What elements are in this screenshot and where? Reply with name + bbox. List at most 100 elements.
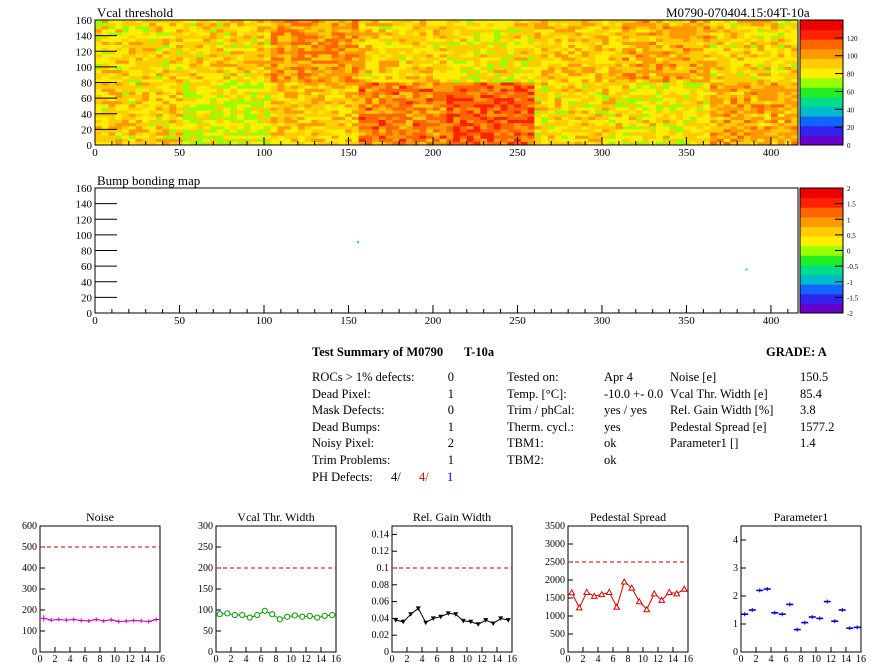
vcal-cell [250,126,258,130]
vcal-cell [514,85,522,90]
vcal-cell [365,132,373,137]
vcal-cell [189,26,197,30]
vcal-cell [581,91,589,96]
vcal-cell [500,85,508,90]
vcal-cell [318,60,326,65]
vcal-cell [642,126,650,130]
vcal-cell [101,48,109,52]
relgain-point [460,618,466,624]
vcal-cell [257,88,265,93]
vcal-cell [142,98,150,102]
vcal-cell [683,32,691,37]
vcal-cell [662,70,670,74]
vcal-cell [656,32,664,37]
vcal-cell [487,101,495,105]
vcal-cell [432,91,441,96]
bump-ytick-label: 20 [81,292,93,304]
vcal-cell [331,66,339,71]
param1-frame [740,525,862,653]
vcal-cell [122,76,130,80]
vcal-cell [95,101,103,105]
vcal-cell [318,48,326,52]
param-label: Vcal Thr. Width [e] [670,386,768,401]
vcal-cell [149,35,157,40]
vcal-cell [128,48,136,52]
vcal-cell [568,60,576,65]
vcal-cell [757,141,765,146]
vcal-cell [784,57,792,62]
vcal-cell [432,85,441,90]
vcal-cell [399,38,407,43]
vcal-cell [122,73,130,77]
vcal-cell [209,132,218,137]
vcal-cell [142,23,150,27]
vcal-cell [338,20,346,24]
vcal-cell [189,45,197,49]
vcal-cell [182,85,191,90]
vcal-cell [405,98,414,102]
vcal-cell [399,91,407,96]
vcal-cell [392,23,400,27]
vcal-cell [311,135,319,140]
vcal-cell [372,45,380,49]
vcal-cell [95,135,103,140]
vcal-cell [635,98,643,102]
vcal-cell [176,57,184,62]
vcal-cell [689,76,698,80]
vcal-cell [574,41,583,46]
vcal-cell [770,91,779,96]
vcal-cell [189,116,197,121]
vcal-cell [209,45,218,49]
vcal-cell [297,101,305,105]
vcal-cell [399,76,407,80]
vcal-cell [689,60,698,65]
vcal-cell [243,123,251,127]
vcal-cell [108,38,116,43]
vcal-cell [209,95,218,99]
vcal-cell [507,70,515,74]
vcal-cell [270,85,278,90]
vcal-cell [696,85,704,90]
vcal-cell [331,76,339,80]
vcal-cell [703,38,711,43]
vcal-cell [155,45,163,49]
vcal-cell [696,141,704,146]
vcal-cell [270,54,278,58]
vcal-cell [750,129,758,133]
vcal-cell [338,51,346,55]
vcal-cell [196,20,204,24]
vcal-cell [432,41,441,46]
vcal-cell [135,95,143,99]
vcal-cell [399,95,407,99]
vcal-cell [527,126,535,130]
vcal-cell [689,41,698,46]
vcal-colorbar-cell [800,106,843,112]
vcal-cell [277,116,285,121]
vcal-cell [676,113,684,118]
vcal-cell [547,101,556,105]
vcal-cell [385,29,393,33]
vcal-cell [243,60,251,65]
vcal-cell [750,132,758,137]
vcal-cell [730,20,738,24]
vcal-cell [324,66,332,71]
vcal-cell [365,91,373,96]
vcal-cell [716,38,725,43]
vcal-cell [561,126,569,130]
vcal-cell [676,88,684,93]
vcal-cell [338,76,346,80]
vcal-cell [291,26,299,30]
vcal-cell [236,85,245,90]
vcal-cell [615,88,623,93]
vcal-cell [439,120,447,124]
vcal-cell [791,73,799,77]
vcal-cell [568,116,576,121]
vcal-cell [615,129,623,133]
vcal-cell [676,48,684,52]
vcal-cell [595,26,603,30]
vcal-cell [95,88,103,93]
vcal-cell [534,38,542,43]
vcal-cell [527,141,535,146]
vcal-cell [216,45,224,49]
vcal-cell [520,120,529,124]
